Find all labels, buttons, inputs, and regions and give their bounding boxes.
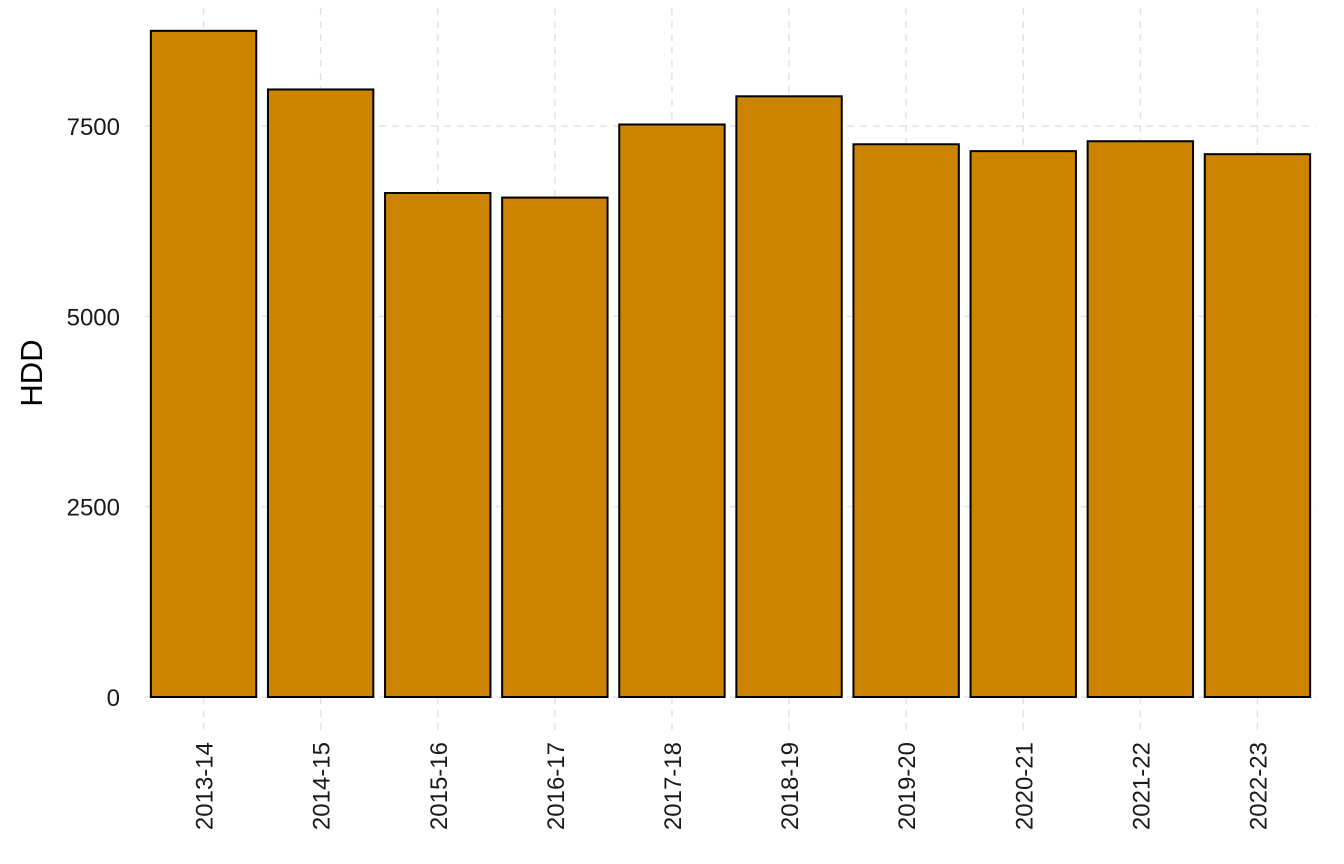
- y-axis-title: HDD: [14, 339, 49, 406]
- bar-2019-20: [852, 143, 960, 698]
- x-tick-label: 2019-20: [894, 742, 921, 830]
- y-tick-label: 5000: [67, 304, 120, 331]
- bar-2013-14: [149, 29, 258, 698]
- x-tick-label: 2013-14: [192, 742, 219, 830]
- bar-2014-15: [266, 88, 375, 699]
- bar-2016-17: [501, 196, 609, 698]
- x-tick-label: 2018-19: [777, 742, 804, 830]
- bar-2021-22: [1086, 140, 1195, 698]
- y-tick-label: 7500: [67, 114, 120, 141]
- x-tick-label: 2016-17: [543, 742, 570, 830]
- bar-2022-23: [1203, 153, 1312, 699]
- y-axis-ticks: 0 2500 5000 7500: [67, 114, 120, 712]
- x-axis-ticks: 2013-14 2014-15 2015-16 2016-17 2017-18 2018-…: [192, 742, 1273, 830]
- bar-2017-18: [618, 123, 726, 699]
- y-tick-label: 2500: [67, 495, 120, 522]
- y-tick-label: 0: [107, 685, 120, 712]
- x-tick-label: 2015-16: [426, 742, 453, 830]
- bar-2015-16: [384, 192, 492, 699]
- x-tick-label: 2020-21: [1011, 742, 1038, 830]
- x-tick-label: 2014-15: [309, 742, 336, 830]
- bars: [149, 29, 1312, 699]
- x-tick-label: 2022-23: [1245, 742, 1272, 830]
- bar-2018-19: [735, 95, 843, 699]
- x-tick-label: 2021-22: [1128, 742, 1155, 830]
- x-tick-label: 2017-18: [660, 742, 687, 830]
- bar-2020-21: [969, 150, 1077, 699]
